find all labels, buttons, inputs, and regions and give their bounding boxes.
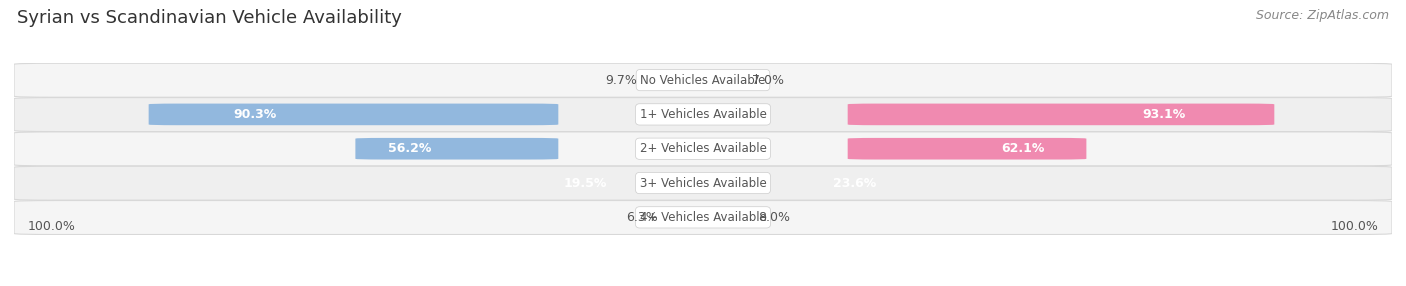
- Text: 8.0%: 8.0%: [758, 211, 790, 224]
- Text: 6.3%: 6.3%: [626, 211, 658, 224]
- Text: Source: ZipAtlas.com: Source: ZipAtlas.com: [1256, 9, 1389, 21]
- Text: 56.2%: 56.2%: [388, 142, 432, 155]
- FancyBboxPatch shape: [14, 63, 1392, 97]
- Text: 62.1%: 62.1%: [1001, 142, 1045, 155]
- Text: Syrian vs Scandinavian Vehicle Availability: Syrian vs Scandinavian Vehicle Availabil…: [17, 9, 402, 27]
- FancyBboxPatch shape: [14, 132, 1392, 166]
- FancyBboxPatch shape: [14, 166, 1392, 200]
- FancyBboxPatch shape: [149, 104, 558, 125]
- Text: 4+ Vehicles Available: 4+ Vehicles Available: [640, 211, 766, 224]
- Text: No Vehicles Available: No Vehicles Available: [640, 74, 766, 87]
- FancyBboxPatch shape: [356, 138, 558, 160]
- FancyBboxPatch shape: [14, 200, 1392, 235]
- Text: 1+ Vehicles Available: 1+ Vehicles Available: [640, 108, 766, 121]
- Text: 3+ Vehicles Available: 3+ Vehicles Available: [640, 176, 766, 190]
- Text: 100.0%: 100.0%: [28, 221, 76, 233]
- FancyBboxPatch shape: [14, 98, 1392, 132]
- Text: 7.0%: 7.0%: [752, 74, 785, 87]
- Text: 2+ Vehicles Available: 2+ Vehicles Available: [640, 142, 766, 155]
- Text: 19.5%: 19.5%: [562, 176, 606, 190]
- Text: 23.6%: 23.6%: [832, 176, 876, 190]
- Text: 9.7%: 9.7%: [606, 74, 637, 87]
- Text: 93.1%: 93.1%: [1143, 108, 1185, 121]
- Text: 90.3%: 90.3%: [233, 108, 276, 121]
- Text: 100.0%: 100.0%: [1330, 221, 1378, 233]
- FancyBboxPatch shape: [848, 104, 1274, 125]
- FancyBboxPatch shape: [848, 138, 1087, 160]
